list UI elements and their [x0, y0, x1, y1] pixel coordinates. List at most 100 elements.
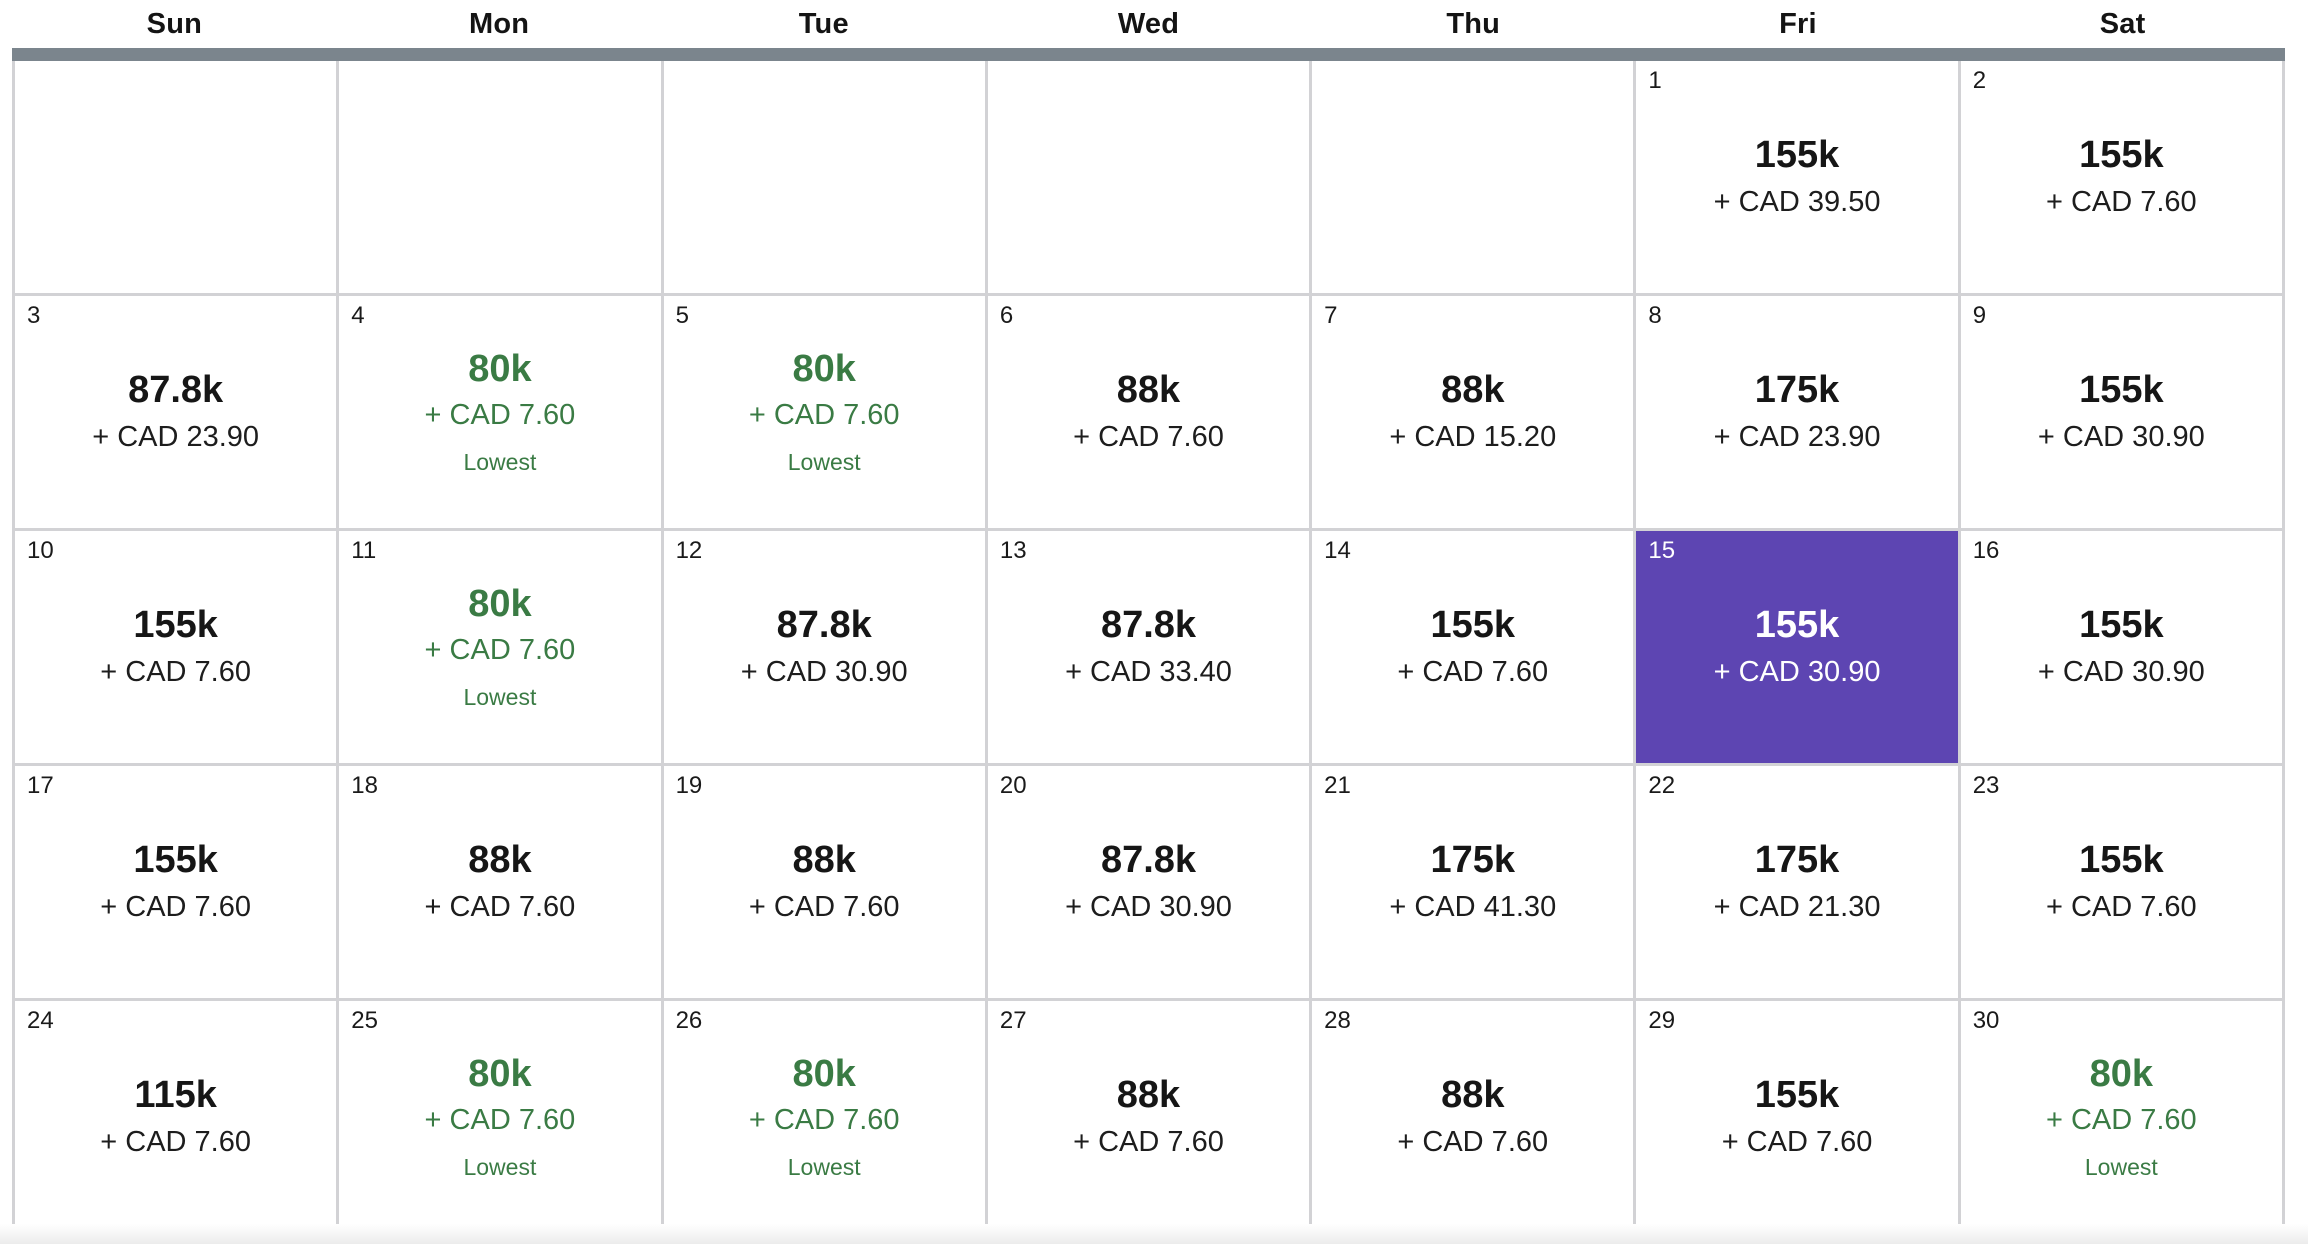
day-cell-21[interactable]: 21 175k + CAD 41.30	[1312, 766, 1634, 998]
points-value: 80k	[468, 347, 532, 390]
price-block: 175k + CAD 41.30	[1389, 839, 1556, 924]
taxes-fees-value: + CAD 7.60	[424, 399, 576, 432]
points-value: 87.8k	[1100, 604, 1197, 647]
day-number: 14	[1324, 537, 1351, 564]
day-cell-4[interactable]: 4 80k + CAD 7.60 Lowest	[339, 296, 661, 528]
points-value: 155k	[2079, 604, 2164, 647]
day-cell-17[interactable]: 17 155k + CAD 7.60	[15, 766, 337, 998]
day-number: 2	[1972, 67, 1987, 94]
price-block: 175k + CAD 21.30	[1714, 839, 1881, 924]
day-cell-18[interactable]: 18 88k + CAD 7.60	[339, 766, 661, 998]
taxes-fees-value: + CAD 7.60	[424, 1104, 576, 1137]
price-block: 155k + CAD 7.60	[100, 604, 251, 689]
points-value: 80k	[792, 1052, 856, 1095]
day-cell-14[interactable]: 14 155k + CAD 7.60	[1312, 531, 1634, 763]
weekday-label-thu: Thu	[1446, 7, 1501, 40]
taxes-fees-value: + CAD 7.60	[424, 634, 576, 667]
day-cell-7[interactable]: 7 88k + CAD 15.20	[1312, 296, 1634, 528]
day-cell-2[interactable]: 2 155k + CAD 7.60	[1960, 61, 2282, 293]
day-cell-23[interactable]: 23 155k + CAD 7.60	[1960, 766, 2282, 998]
day-number: 16	[1972, 537, 2000, 564]
day-cell-13[interactable]: 13 87.8k + CAD 33.40	[987, 531, 1310, 763]
price-block: 80k + CAD 7.60 Lowest	[749, 347, 900, 476]
points-value: 87.8k	[776, 604, 872, 647]
weekday-label-mon: Mon	[468, 7, 530, 40]
weekday-label-fri: Fri	[1779, 7, 1817, 40]
day-cell-12[interactable]: 12 87.8k + CAD 30.90	[663, 531, 985, 763]
price-block: 87.8k + CAD 30.90	[1065, 839, 1232, 924]
points-value: 88k	[1441, 369, 1505, 412]
day-cell-10[interactable]: 10 155k + CAD 7.60	[15, 531, 337, 763]
day-number: 22	[1648, 772, 1676, 799]
points-value: 88k	[1441, 1074, 1505, 1117]
price-block: 115k + CAD 7.60	[100, 1074, 251, 1159]
price-block: 175k + CAD 23.90	[1713, 369, 1881, 454]
day-cell-30[interactable]: 30 80k + CAD 7.60 Lowest	[1960, 1001, 2282, 1233]
day-number: 28	[1324, 1007, 1351, 1034]
bottom-gradient	[0, 1224, 2308, 1244]
price-block: 88k + CAD 7.60	[749, 839, 900, 924]
weekday-label-tue: Tue	[798, 7, 849, 40]
day-cell-15[interactable]: 15 155k + CAD 30.90	[1636, 531, 1958, 763]
price-block: 80k + CAD 7.60 Lowest	[2045, 1053, 2197, 1181]
points-value: 88k	[468, 839, 532, 882]
points-value: 88k	[792, 839, 856, 882]
taxes-fees-value: + CAD 7.60	[748, 1104, 900, 1137]
day-cell-5[interactable]: 5 80k + CAD 7.60 Lowest	[663, 296, 985, 528]
day-cell-11[interactable]: 11 80k + CAD 7.60 Lowest	[339, 531, 661, 763]
taxes-fees-value: + CAD 30.90	[2037, 655, 2205, 688]
price-block: 87.8k + CAD 30.90	[740, 604, 908, 689]
price-block: 80k + CAD 7.60 Lowest	[424, 347, 576, 476]
points-value: 175k	[1754, 839, 1840, 882]
taxes-fees-value: + CAD 7.60	[1073, 1125, 1224, 1158]
points-value: 80k	[468, 1052, 532, 1095]
day-number: 13	[999, 537, 1027, 564]
lowest-badge: Lowest	[787, 449, 861, 476]
points-value: 87.8k	[1100, 839, 1197, 882]
day-cell-1[interactable]: 1 155k + CAD 39.50	[1636, 61, 1958, 293]
taxes-fees-value: + CAD 7.60	[2045, 890, 2197, 923]
taxes-fees-value: + CAD 30.90	[740, 655, 908, 688]
empty-cell	[1312, 61, 1634, 293]
day-cell-24[interactable]: 24 115k + CAD 7.60	[15, 1001, 337, 1233]
day-number: 29	[1648, 1007, 1676, 1034]
price-block: 87.8k + CAD 33.40	[1065, 604, 1232, 689]
day-cell-8[interactable]: 8 175k + CAD 23.90	[1636, 296, 1958, 528]
day-cell-19[interactable]: 19 88k + CAD 7.60	[663, 766, 985, 998]
day-number: 27	[999, 1007, 1027, 1034]
taxes-fees-value: + CAD 33.40	[1065, 655, 1232, 688]
taxes-fees-value: + CAD 39.50	[1713, 185, 1881, 218]
taxes-fees-value: + CAD 7.60	[2045, 1104, 2197, 1137]
lowest-badge: Lowest	[2084, 1154, 2158, 1181]
day-number: 15	[1648, 537, 1676, 564]
day-cell-3[interactable]: 3 87.8k + CAD 23.90	[15, 296, 337, 528]
price-block: 88k + CAD 7.60	[425, 839, 576, 924]
taxes-fees-value: + CAD 30.90	[1713, 655, 1881, 688]
day-number: 5	[675, 302, 689, 329]
day-cell-25[interactable]: 25 80k + CAD 7.60 Lowest	[339, 1001, 661, 1233]
taxes-fees-value: + CAD 7.60	[1397, 655, 1549, 688]
day-cell-28[interactable]: 28 88k + CAD 7.60	[1312, 1001, 1634, 1233]
points-value: 80k	[792, 347, 856, 390]
price-block: 80k + CAD 7.60 Lowest	[424, 582, 576, 711]
calendar-grid: 1 155k + CAD 39.50 2 155k + CAD 7.60 3 87.8k + C…	[12, 61, 2285, 1236]
points-value: 80k	[468, 582, 532, 625]
day-cell-22[interactable]: 22 175k + CAD 21.30	[1636, 766, 1958, 998]
day-cell-29[interactable]: 29 155k + CAD 7.60	[1636, 1001, 1958, 1233]
day-cell-27[interactable]: 27 88k + CAD 7.60	[987, 1001, 1310, 1233]
day-cell-26[interactable]: 26 80k + CAD 7.60 Lowest	[663, 1001, 985, 1233]
price-block: 88k + CAD 7.60	[1073, 1074, 1224, 1159]
taxes-fees-value: + CAD 23.90	[1713, 420, 1881, 453]
points-value: 155k	[1754, 1074, 1840, 1117]
day-cell-16[interactable]: 16 155k + CAD 30.90	[1960, 531, 2282, 763]
taxes-fees-value: + CAD 30.90	[2037, 420, 2205, 453]
day-cell-20[interactable]: 20 87.8k + CAD 30.90	[987, 766, 1310, 998]
price-block: 155k + CAD 7.60	[2046, 134, 2197, 219]
points-value: 155k	[133, 839, 218, 882]
day-cell-9[interactable]: 9 155k + CAD 30.90	[1960, 296, 2282, 528]
empty-cell	[663, 61, 985, 293]
day-number: 4	[351, 302, 365, 329]
day-cell-6[interactable]: 6 88k + CAD 7.60	[987, 296, 1310, 528]
points-value: 115k	[134, 1074, 217, 1117]
